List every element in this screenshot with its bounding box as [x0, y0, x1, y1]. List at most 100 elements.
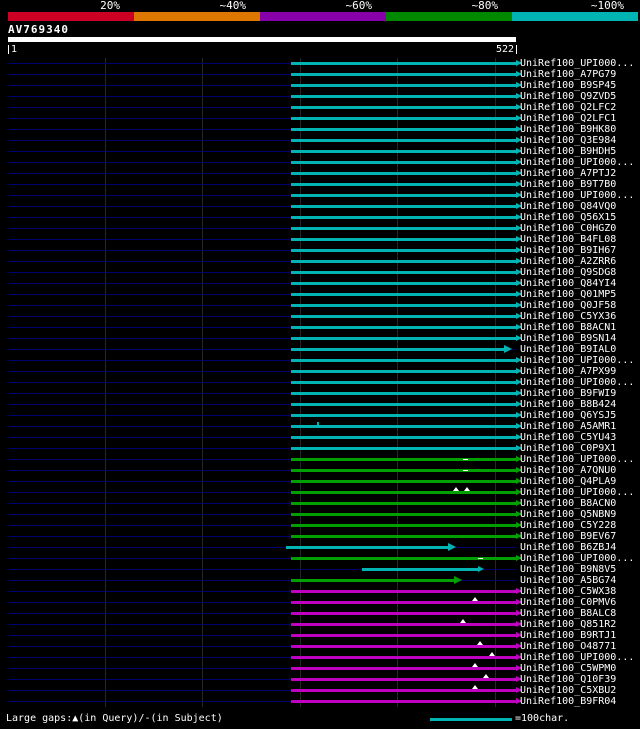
hit-bar[interactable] [290, 82, 522, 88]
hit-label[interactable]: UniRef100_UPI000... [520, 454, 635, 465]
hit-label[interactable]: UniRef100_B9SN14 [520, 333, 617, 344]
hit-bar[interactable] [290, 434, 522, 440]
hit-bar[interactable] [290, 71, 522, 77]
hit-label[interactable]: UniRef100_Q10F39 [520, 674, 617, 685]
hit-label[interactable]: UniRef100_UPI000... [520, 487, 635, 498]
hit-bar[interactable] [290, 555, 522, 561]
hit-label[interactable]: UniRef100_A5AMR1 [520, 421, 617, 432]
hit-bar[interactable] [290, 643, 522, 649]
hit-label[interactable]: UniRef100_B9FR04 [520, 696, 617, 707]
hit-bar[interactable] [290, 665, 522, 671]
hit-bar[interactable] [290, 456, 522, 462]
hit-bar[interactable] [290, 588, 522, 594]
hit-bar[interactable] [290, 225, 522, 231]
hit-label[interactable]: UniRef100_A7QNU0 [520, 465, 617, 476]
hit-label[interactable]: UniRef100_Q2LFC2 [520, 102, 617, 113]
hit-bar[interactable] [290, 576, 462, 584]
hit-bar[interactable] [290, 60, 522, 66]
hit-bar[interactable] [290, 379, 522, 385]
hit-bar[interactable] [361, 566, 484, 572]
hit-label[interactable]: UniRef100_B8ACN0 [520, 498, 617, 509]
hit-bar[interactable] [290, 324, 522, 330]
hit-bar[interactable] [290, 412, 522, 418]
hit-bar[interactable] [290, 445, 522, 451]
hit-label[interactable]: UniRef100_B9N8V5 [520, 564, 617, 575]
hit-bar[interactable] [290, 500, 522, 506]
hit-bar[interactable] [290, 104, 522, 110]
hit-label[interactable]: UniRef100_B8ACN1 [520, 322, 617, 333]
hit-bar[interactable] [290, 511, 522, 517]
hit-label[interactable]: UniRef100_C0HGZ0 [520, 223, 617, 234]
hit-label[interactable]: UniRef100_UPI000... [520, 355, 635, 366]
hit-bar[interactable] [290, 203, 522, 209]
hit-bar[interactable] [290, 621, 522, 627]
hit-label[interactable]: UniRef100_C5YU43 [520, 432, 617, 443]
hit-bar[interactable] [290, 280, 522, 286]
hit-bar[interactable] [290, 698, 522, 704]
hit-bar[interactable] [290, 126, 522, 132]
hit-label[interactable]: UniRef100_Q0JF58 [520, 300, 617, 311]
hit-bar[interactable] [290, 291, 522, 297]
hit-label[interactable]: UniRef100_C5WPM0 [520, 663, 617, 674]
hit-bar[interactable] [290, 137, 522, 143]
hit-label[interactable]: UniRef100_B8B424 [520, 399, 617, 410]
hit-label[interactable]: UniRef100_A7PG79 [520, 69, 617, 80]
hit-label[interactable]: UniRef100_Q01MP5 [520, 289, 617, 300]
hit-label[interactable]: UniRef100_Q9SDG8 [520, 267, 617, 278]
hit-label[interactable]: UniRef100_Q56X15 [520, 212, 617, 223]
hit-bar[interactable] [290, 599, 522, 605]
hit-bar[interactable] [290, 214, 522, 220]
hit-label[interactable]: UniRef100_Q2LFC1 [520, 113, 617, 124]
hit-label[interactable]: UniRef100_UPI000... [520, 652, 635, 663]
hit-label[interactable]: UniRef100_B9HK80 [520, 124, 617, 135]
hit-bar[interactable] [290, 687, 522, 693]
hit-bar[interactable] [290, 654, 522, 660]
hit-label[interactable]: UniRef100_B9IAL0 [520, 344, 617, 355]
hit-bar[interactable] [290, 159, 522, 165]
hit-bar[interactable] [290, 533, 522, 539]
hit-label[interactable]: UniRef100_A5BG74 [520, 575, 617, 586]
hit-label[interactable]: UniRef100_C5YX36 [520, 311, 617, 322]
hit-label[interactable]: UniRef100_A7PTJ2 [520, 168, 617, 179]
hit-bar[interactable] [290, 93, 522, 99]
hit-bar[interactable] [290, 148, 522, 154]
hit-bar[interactable] [290, 632, 522, 638]
hit-bar[interactable] [290, 335, 522, 341]
hit-bar[interactable] [290, 478, 522, 484]
hit-label[interactable]: UniRef100_B6ZBJ4 [520, 542, 617, 553]
hit-bar[interactable] [290, 313, 522, 319]
hit-bar[interactable] [290, 181, 522, 187]
hit-bar[interactable] [290, 390, 522, 396]
hit-bar[interactable] [290, 258, 522, 264]
hit-bar[interactable] [290, 345, 513, 353]
hit-bar[interactable] [285, 543, 456, 551]
hit-bar[interactable] [290, 401, 522, 407]
hit-bar[interactable] [290, 467, 522, 473]
hit-label[interactable]: UniRef100_B9HDH5 [520, 146, 617, 157]
hit-bar[interactable] [290, 368, 522, 374]
hit-label[interactable]: UniRef100_B8ALC8 [520, 608, 617, 619]
hit-label[interactable]: UniRef100_C5WX38 [520, 586, 617, 597]
hit-bar[interactable] [290, 489, 522, 495]
hit-label[interactable]: UniRef100_Q5NBN9 [520, 509, 617, 520]
hit-label[interactable]: UniRef100_Q851R2 [520, 619, 617, 630]
hit-bar[interactable] [290, 236, 522, 242]
hit-label[interactable]: UniRef100_O48771 [520, 641, 617, 652]
hit-label[interactable]: UniRef100_A7PX99 [520, 366, 617, 377]
hit-label[interactable]: UniRef100_UPI000... [520, 377, 635, 388]
hit-label[interactable]: UniRef100_Q6YSJ5 [520, 410, 617, 421]
hit-label[interactable]: UniRef100_Q4PLA9 [520, 476, 617, 487]
hit-label[interactable]: UniRef100_B9SP45 [520, 80, 617, 91]
hit-label[interactable]: UniRef100_UPI000... [520, 157, 635, 168]
hit-bar[interactable] [290, 522, 522, 528]
hit-label[interactable]: UniRef100_A2ZRR6 [520, 256, 617, 267]
hit-bar[interactable] [290, 423, 522, 429]
hit-label[interactable]: UniRef100_Q3E984 [520, 135, 617, 146]
hit-bar[interactable] [290, 610, 522, 616]
hit-label[interactable]: UniRef100_B4FL08 [520, 234, 617, 245]
hit-label[interactable]: UniRef100_B9IH67 [520, 245, 617, 256]
hit-bar[interactable] [290, 170, 522, 176]
hit-label[interactable]: UniRef100_C5Y228 [520, 520, 617, 531]
hit-bar[interactable] [290, 269, 522, 275]
hit-label[interactable]: UniRef100_C0P9X1 [520, 443, 617, 454]
